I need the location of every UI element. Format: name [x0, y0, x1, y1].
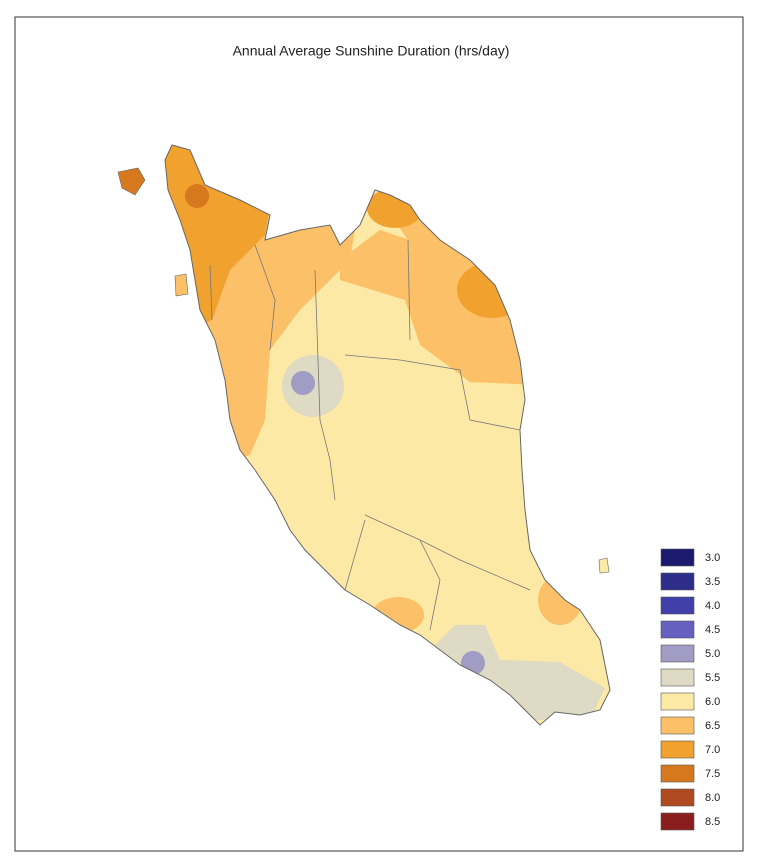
legend-label: 4.0: [705, 600, 720, 612]
legend-label: 8.5: [705, 816, 720, 828]
legend-swatch: [660, 668, 695, 687]
legend-label: 5.5: [705, 672, 720, 684]
zone: [457, 262, 527, 318]
zone: [185, 184, 209, 208]
legend-label: 3.5: [705, 576, 720, 588]
legend-swatch: [660, 764, 695, 783]
legend-swatch: [660, 716, 695, 735]
legend-label: 8.0: [705, 792, 720, 804]
zone: [340, 230, 410, 300]
island: [598, 557, 610, 574]
island: [174, 273, 189, 297]
frame: [14, 16, 744, 852]
legend-swatch: [660, 572, 695, 591]
map-title: Annual Average Sunshine Duration (hrs/da…: [233, 43, 510, 59]
legend: 3.0 3.5 4.0 4.5 5.0 5.5 6.0 6.5 7.0 7.5 8.0 8.5: [660, 548, 720, 831]
legend-swatch: [660, 620, 695, 639]
zone: [538, 575, 582, 625]
legend-swatch: [660, 644, 695, 663]
legend-swatch: [660, 788, 695, 807]
legend-swatch: [660, 740, 695, 759]
legend-swatch: [660, 548, 695, 567]
zone: [430, 625, 605, 720]
legend-swatch: [660, 692, 695, 711]
legend-swatch: [660, 596, 695, 615]
legend-label: 5.0: [705, 648, 720, 660]
legend-label: 6.0: [705, 696, 720, 708]
legend-label: 4.5: [705, 624, 720, 636]
state-borders: [209, 239, 531, 631]
zone: [291, 371, 315, 395]
legend-label: 7.5: [705, 768, 720, 780]
zone: [372, 597, 424, 633]
legend-swatch: [660, 812, 695, 831]
zone: [367, 188, 423, 228]
peninsula: [165, 145, 610, 725]
legend-label: 3.0: [705, 552, 720, 564]
island: [117, 167, 146, 196]
legend-label: 6.5: [705, 720, 720, 732]
legend-label: 7.0: [705, 744, 720, 756]
